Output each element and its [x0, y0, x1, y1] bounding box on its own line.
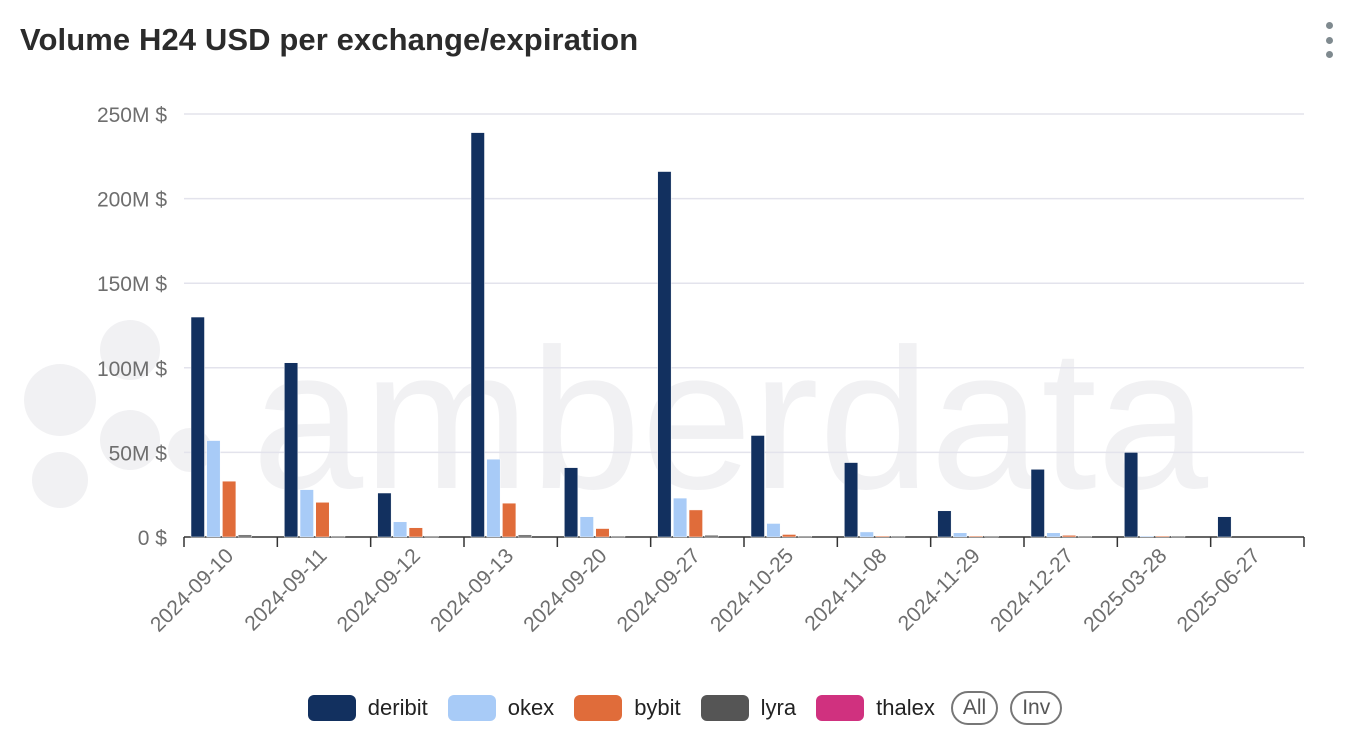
legend-swatch	[816, 695, 865, 721]
legend-label: okex	[507, 695, 555, 720]
legend-label: thalex	[876, 695, 935, 720]
y-tick-label: 100M $	[97, 358, 167, 381]
bar-lyra	[517, 534, 532, 538]
bar-bybit	[408, 527, 423, 538]
y-tick-label: 150M $	[97, 273, 167, 296]
bar-bybit	[688, 509, 703, 538]
bar-deribit	[657, 171, 672, 538]
bar-deribit	[564, 467, 579, 538]
menu-dot	[1325, 51, 1333, 58]
bar-deribit	[377, 492, 392, 538]
bar-lyra	[797, 535, 812, 538]
legend-item-deribit[interactable]: deribit	[307, 695, 428, 721]
legend-item-thalex[interactable]: thalex	[816, 695, 935, 721]
bar-bybit	[968, 535, 983, 538]
menu-dot	[1325, 36, 1333, 44]
y-tick-label: 50M $	[109, 442, 168, 465]
bar-deribit	[470, 132, 485, 538]
bar-deribit	[844, 462, 859, 538]
watermark-logo-dot	[24, 364, 96, 436]
bar-deribit	[1217, 516, 1232, 538]
bar-bybit	[222, 480, 237, 538]
bar-lyra	[1171, 535, 1186, 538]
bar-okex	[206, 440, 221, 538]
x-tick-label: 2024-12-27	[986, 544, 1078, 636]
bar-lyra	[424, 535, 439, 538]
x-tick-label: 2024-09-27	[613, 544, 705, 636]
bar-chart: amberdata 0 $ 50M $ 100M $ 150M $ 200M $ 250M …	[24, 104, 1305, 636]
bar-okex	[1046, 532, 1061, 538]
legend-label: lyra	[760, 695, 797, 720]
bar-deribit	[190, 316, 205, 538]
menu-dot	[1325, 22, 1333, 29]
legend-items: deribit okex bybit lyra thalex	[298, 695, 945, 721]
legend-invert-button[interactable]: Inv	[1010, 691, 1063, 725]
bar-bybit	[315, 502, 330, 538]
x-tick-label: 2024-09-11	[240, 544, 331, 635]
bar-deribit	[937, 510, 952, 538]
watermark-text: amberdata	[252, 308, 1209, 531]
legend-item-lyra[interactable]: lyra	[700, 695, 797, 721]
watermark-logo-dot	[32, 452, 88, 508]
x-tick-label: 2024-09-13	[426, 544, 518, 636]
legend: deribit okex bybit lyra thalex All Inv	[0, 688, 1366, 728]
bar-bybit	[1062, 535, 1077, 538]
legend-all-button[interactable]: All	[950, 691, 999, 725]
legend-item-bybit[interactable]: bybit	[574, 695, 681, 721]
x-tick-label: 2025-06-27	[1173, 544, 1265, 636]
bar-bybit	[502, 502, 517, 538]
legend-label: deribit	[367, 695, 428, 720]
bar-lyra	[611, 535, 626, 538]
bar-bybit	[782, 534, 797, 538]
bar-lyra	[704, 535, 719, 538]
x-tick-label: 2024-11-29	[894, 544, 985, 635]
legend-swatch	[700, 695, 749, 721]
y-tick-label: 250M $	[97, 104, 167, 127]
bar-deribit	[1124, 452, 1139, 538]
legend-swatch	[447, 695, 496, 721]
bar-bybit	[1155, 535, 1170, 538]
chart-title: Volume H24 USD per exchange/expiration	[20, 22, 639, 57]
bar-okex	[486, 458, 501, 538]
bar-okex	[579, 516, 594, 538]
bar-deribit	[750, 435, 765, 538]
x-tick-label: 2024-09-12	[333, 544, 425, 636]
bar-okex	[673, 497, 688, 538]
x-tick-label: 2024-09-10	[146, 544, 238, 636]
bar-okex	[766, 523, 781, 538]
bar-deribit	[1030, 469, 1045, 538]
bar-lyra	[891, 535, 906, 538]
legend-item-okex[interactable]: okex	[447, 695, 555, 721]
bar-okex	[393, 521, 408, 538]
bar-okex	[953, 532, 968, 538]
x-tick-label: 2025-03-28	[1079, 544, 1171, 636]
bar-deribit	[284, 362, 299, 538]
x-tick-label: 2024-10-25	[706, 544, 798, 636]
legend-swatch	[574, 695, 623, 721]
x-tick-label: 2024-09-20	[519, 544, 611, 636]
bar-lyra	[331, 535, 346, 538]
x-tick-label: 2024-11-08	[800, 544, 891, 635]
bar-okex	[299, 489, 314, 538]
watermark-logo-dot	[100, 320, 160, 380]
watermark-logo-dot	[168, 428, 212, 472]
bar-lyra	[984, 535, 999, 538]
y-tick-label: 0 $	[138, 527, 168, 550]
legend-swatch	[307, 695, 356, 721]
bar-bybit	[595, 528, 610, 538]
y-tick-label: 200M $	[97, 189, 167, 212]
bar-okex	[1139, 535, 1154, 538]
watermark-logo-dot	[100, 410, 160, 470]
bar-okex	[859, 531, 874, 538]
bar-lyra	[1077, 535, 1092, 538]
kebab-menu-icon[interactable]	[1318, 22, 1340, 58]
bar-lyra	[237, 534, 252, 538]
bar-bybit	[875, 535, 890, 538]
legend-label: bybit	[634, 695, 681, 720]
